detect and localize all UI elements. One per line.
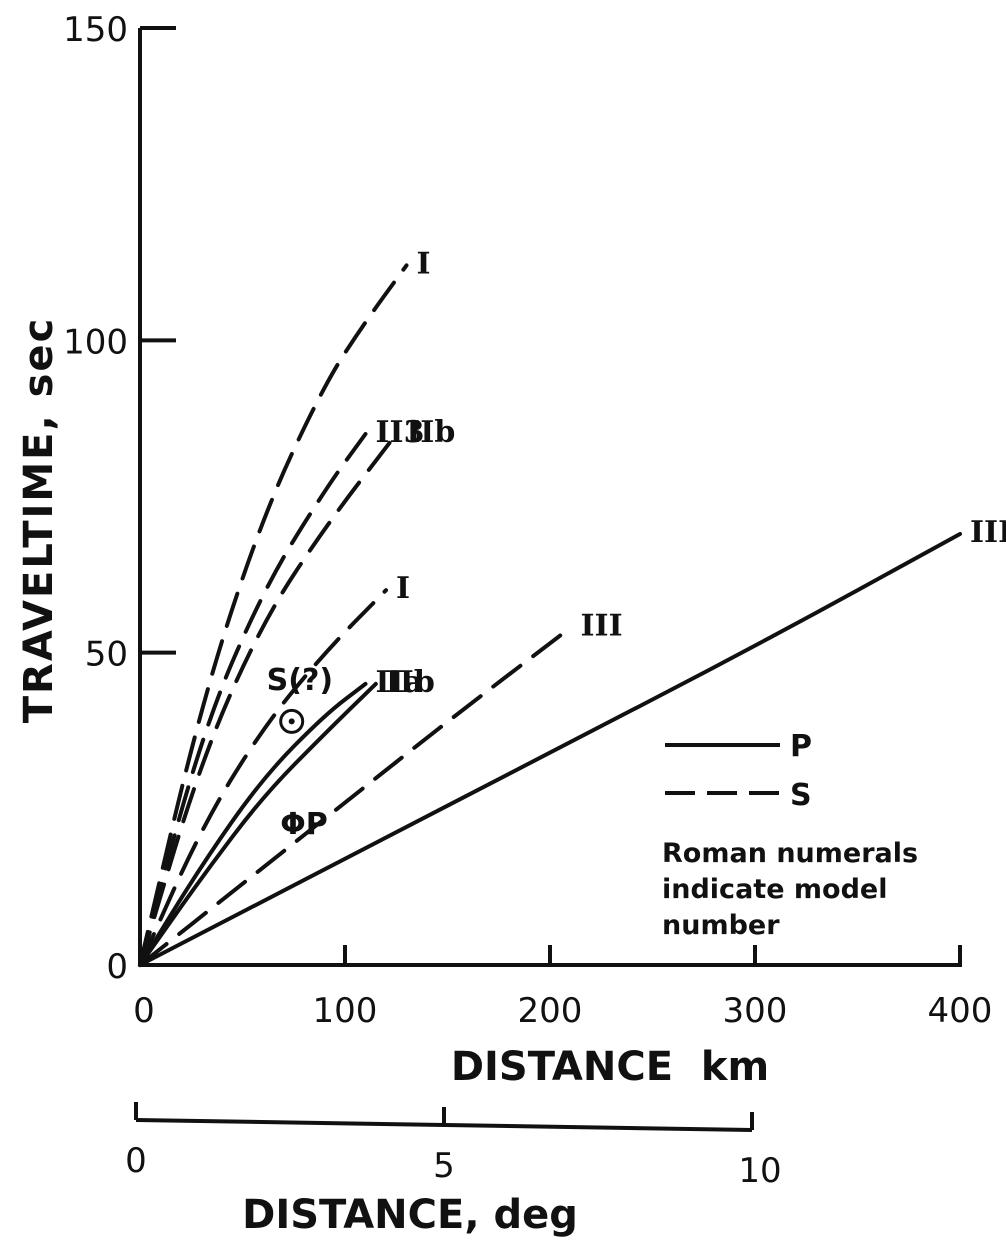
curves <box>138 263 962 967</box>
secondary-x-tick-label: 0 <box>125 1141 147 1181</box>
legend-note-line-2: indicate model <box>662 874 887 905</box>
curve-p-iib <box>138 681 378 967</box>
series-label: I <box>396 571 410 606</box>
x-axis-title: DISTANCE km <box>451 1044 769 1090</box>
series-label: III <box>581 609 623 644</box>
series-label: III <box>970 515 1006 550</box>
secondary-x-tick-label: 10 <box>738 1151 781 1191</box>
x-tick-label: 100 <box>313 991 378 1031</box>
series-label: IIb <box>386 665 435 700</box>
secondary-x-axis-title: DISTANCE, deg <box>242 1192 578 1238</box>
legend-note-line-3: number <box>662 910 780 941</box>
curve-p-iii <box>138 532 962 967</box>
observation-marker <box>279 708 305 734</box>
curve-s-ii3 <box>138 432 368 967</box>
annotation-label: S(?) <box>267 663 333 698</box>
series-label: II3 <box>376 415 425 450</box>
legend: P S Roman numerals indicate model number <box>662 729 918 941</box>
x-tick-label: 400 <box>928 991 993 1031</box>
series-label: I <box>417 246 431 281</box>
secondary-x-tick-label: 5 <box>433 1146 455 1186</box>
x-tick-label: 0 <box>133 991 155 1031</box>
x-tick-label: 300 <box>723 991 788 1031</box>
y-tick-label: 50 <box>85 635 128 675</box>
y-axis-title: TRAVELTIME, sec <box>16 317 62 724</box>
curve-p-i <box>138 588 388 967</box>
y-tick-label: 0 <box>106 947 128 987</box>
legend-label-s: S <box>790 778 812 813</box>
y-tick-label: 150 <box>63 10 128 50</box>
curve-p-iia <box>138 681 368 967</box>
series-label: IIb <box>406 415 455 450</box>
legend-note-line-1: Roman numerals <box>662 838 918 869</box>
y-tick-label: 100 <box>63 322 128 362</box>
observation-marker-dot <box>288 718 295 725</box>
ticks: 0 100 200 300 400 0 50 100 150 0 5 10 <box>63 10 992 1191</box>
curve-s-i <box>138 263 409 967</box>
annotation-label: ΦP <box>280 807 328 842</box>
legend-label-p: P <box>790 729 812 764</box>
series-label: IIa <box>376 665 424 700</box>
curve-s-iib <box>138 432 399 967</box>
curve-s-iii <box>138 625 573 967</box>
x-tick-label: 200 <box>518 991 583 1031</box>
